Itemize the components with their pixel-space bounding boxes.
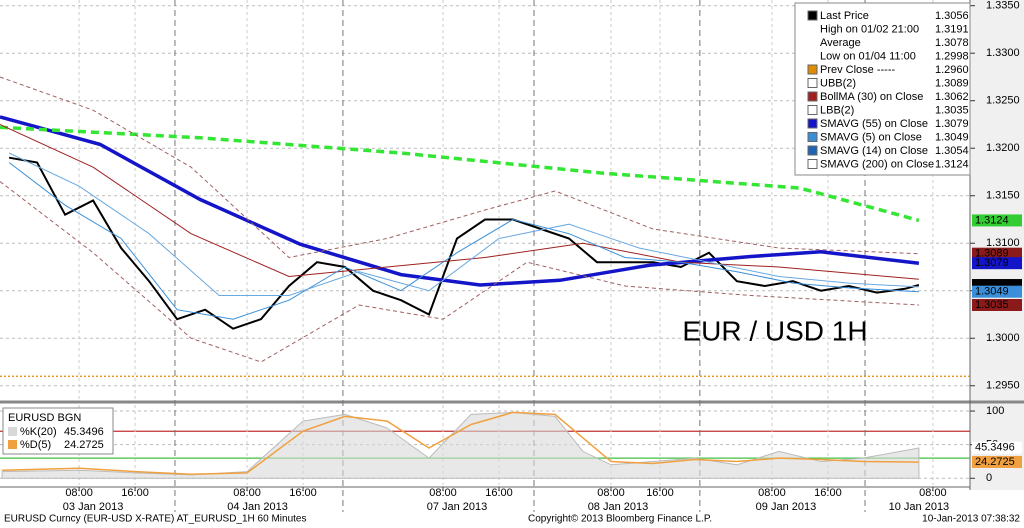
y-tick-label: 0 [986, 472, 992, 484]
legend-label: Average [820, 37, 861, 49]
price-tag-label: 1.3124 [975, 214, 1009, 226]
legend-title: EURUSD BGN [8, 412, 81, 424]
y-tick-label: 1.3100 [986, 237, 1020, 249]
legend-value: 1.3124 [935, 158, 969, 170]
x-date-label: 03 Jan 2013 [63, 501, 124, 513]
x-tick-label: 16:00 [814, 487, 842, 499]
x-tick-label: 08:00 [758, 487, 786, 499]
legend-box [794, 2, 971, 176]
price-line [0, 115, 920, 287]
axis-area [970, 0, 1024, 490]
legend-label: Last Price [820, 10, 869, 22]
chart-title: EUR / USD 1H [682, 315, 867, 346]
legend-swatch [807, 145, 818, 156]
legend-label: SMAVG (200) on Close [820, 158, 934, 170]
legend-value: 1.3191 [935, 23, 969, 35]
x-tick-label: 16:00 [121, 487, 149, 499]
legend-swatch [807, 105, 818, 115]
x-date-label: 08 Jan 2013 [588, 501, 649, 513]
legend-value: 1.3079 [935, 118, 969, 130]
legend-swatch [807, 78, 818, 88]
x-date-label: 09 Jan 2013 [756, 501, 817, 513]
y-tick-label: 1.3000 [986, 332, 1020, 344]
x-date-label: 10 Jan 2013 [889, 501, 950, 513]
legend-swatch [8, 440, 17, 449]
stoch-line [2, 411, 919, 475]
legend-value: 1.3049 [935, 131, 969, 143]
legend-label: SMAVG (14) on Close [820, 145, 928, 157]
x-date-label: 07 Jan 2013 [427, 501, 488, 513]
y-tick-label: 100 [986, 405, 1004, 417]
legend-value: 1.3089 [935, 77, 969, 89]
price-tag [972, 455, 1022, 468]
x-date-label: 04 Jan 2013 [227, 501, 288, 513]
price-tag-label: 1.3035 [975, 299, 1009, 311]
footer-center: Copyright© 2013 Bloomberg Finance L.P. [528, 514, 712, 525]
legend-label: High on 01/02 21:00 [820, 23, 919, 35]
price-line [0, 76, 919, 259]
legend-label: UBB(2) [820, 77, 856, 89]
legend-label: SMAVG (5) on Close [820, 131, 922, 143]
legend-value: 1.3056 [935, 10, 969, 22]
legend-box [2, 407, 114, 455]
legend-label: SMAVG (55) on Close [820, 118, 928, 130]
x-tick-label: 08:00 [597, 487, 625, 499]
price-line [8, 152, 919, 296]
price-tag-label: 45.3496 [975, 442, 1015, 454]
y-tick-label: 1.3200 [986, 142, 1020, 154]
legend-swatch [807, 10, 818, 21]
stoch-area [1, 411, 920, 479]
x-tick-label: 16:00 [646, 487, 674, 499]
legend-swatch [807, 159, 818, 169]
legend-value: 45.3496 [64, 426, 104, 438]
price-tag [972, 257, 1022, 270]
price-tag-label: 1.3049 [975, 286, 1009, 298]
legend-value: 1.3054 [935, 145, 969, 157]
footer-right: 10-Jan-2013 07:38:32 [922, 514, 1020, 525]
legend-swatch [807, 118, 818, 129]
price-line [0, 125, 920, 223]
y-tick-label: 1.3300 [986, 47, 1020, 59]
price-tag [972, 298, 1022, 311]
x-tick-label: 08:00 [429, 487, 457, 499]
y-tick-label: 1.3150 [986, 190, 1020, 202]
y-tick-label: 1.3350 [986, 0, 1020, 12]
price-tag-label: 24.2725 [975, 456, 1015, 468]
x-tick-label: 16:00 [485, 487, 513, 499]
price-line [8, 156, 920, 330]
legend-swatch [807, 64, 818, 75]
legend-value: 1.3035 [935, 104, 969, 116]
price-tag-label: 1.3079 [975, 257, 1009, 269]
price-line [8, 162, 919, 320]
legend-label: Prev Close ----- [820, 64, 896, 76]
y-tick-label: 1.2950 [986, 380, 1020, 392]
price-line [0, 124, 919, 280]
legend-swatch [807, 132, 818, 142]
legend-swatch [8, 427, 17, 436]
price-tag [972, 285, 1022, 298]
legend-value: 1.3078 [935, 37, 969, 49]
legend-label: LBB(2) [820, 104, 854, 116]
legend-label: %D(5) [20, 439, 51, 451]
x-tick-label: 16:00 [289, 487, 317, 499]
legend-value: 1.3062 [935, 91, 969, 103]
legend-label: BollMA (30) on Close [820, 91, 923, 103]
price-tag-label: 1.3089 [975, 248, 1009, 260]
price-tag [972, 441, 1022, 454]
price-tag [972, 247, 1022, 260]
footer-left: EURUSD Curncy (EUR-USD X-RATE) AT_EURUSD… [4, 514, 306, 525]
legend-value: 24.2725 [64, 439, 104, 451]
price-line [0, 181, 919, 363]
legend-label: Low on 01/04 11:00 [820, 50, 916, 62]
price-tag [972, 214, 1022, 227]
legend-value: 1.2960 [935, 64, 969, 76]
x-tick-label: 08:00 [233, 487, 261, 499]
x-tick-label: 08:00 [65, 487, 93, 499]
legend-value: 1.2998 [935, 50, 969, 62]
y-tick-label: 1.3250 [986, 95, 1020, 107]
legend-label: %K(20) [20, 426, 57, 438]
x-tick-label: 08:00 [919, 487, 947, 499]
legend-swatch [807, 91, 818, 102]
